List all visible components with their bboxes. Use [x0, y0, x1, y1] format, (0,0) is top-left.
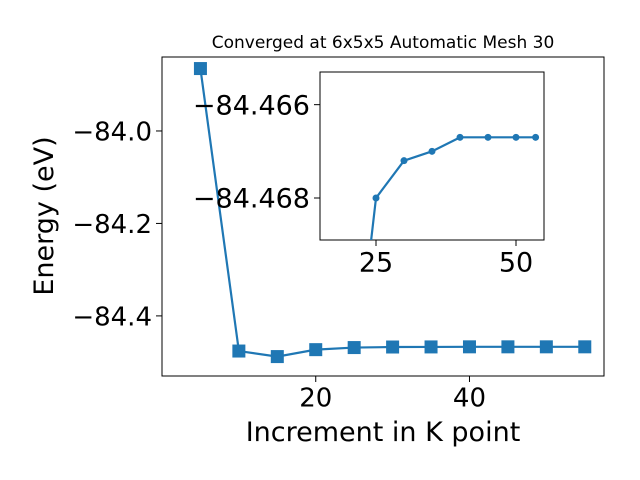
main-y-ticks: −84.0 −84.2 −84.4	[72, 117, 162, 332]
chart-title: Converged at 6x5x5 Automatic Mesh 30	[212, 33, 555, 53]
inset-y-tick-label: −84.468	[193, 184, 310, 215]
inset-x-tick-label: 50	[499, 248, 533, 279]
main-data-point	[462, 340, 476, 354]
main-data-point	[309, 343, 323, 357]
inset-x-ticks: 25 50	[359, 240, 533, 279]
main-y-tick-label: −84.0	[72, 117, 152, 147]
main-y-tick-label: −84.4	[72, 302, 152, 332]
main-x-tick-label: 20	[299, 384, 332, 414]
main-data-point	[347, 341, 361, 355]
main-data-point	[386, 340, 400, 354]
main-data-point	[578, 340, 592, 354]
inset-series-line	[370, 136, 536, 240]
inset-data-point	[532, 133, 540, 141]
main-data-point	[270, 350, 284, 364]
inset-data-point	[512, 133, 520, 141]
inset-series-markers	[372, 133, 540, 202]
inset-y-ticks: −84.468 −84.466	[193, 90, 320, 215]
main-x-ticks: 20 40	[299, 376, 486, 414]
y-axis-label: Energy (eV)	[29, 136, 60, 295]
main-y-tick-label: −84.2	[72, 210, 152, 240]
inset-plot: 25 50 −84.468 −84.466	[193, 71, 545, 279]
inset-data-point	[456, 133, 464, 141]
main-data-point	[424, 340, 438, 354]
main-data-point	[193, 62, 207, 76]
inset-y-tick-label: −84.466	[193, 90, 310, 121]
inset-x-tick-label: 25	[359, 248, 393, 279]
main-data-point	[501, 340, 515, 354]
inset-data-point	[372, 194, 380, 202]
inset-plot-frame	[319, 71, 545, 241]
inset-data-point	[484, 133, 492, 141]
main-x-tick-label: 40	[453, 384, 486, 414]
main-data-point	[232, 344, 246, 358]
main-data-point	[539, 340, 553, 354]
inset-data-point	[400, 157, 408, 165]
x-axis-label: Increment in K point	[246, 417, 521, 448]
inset-data-point	[428, 147, 436, 155]
main-series-markers	[193, 62, 592, 364]
